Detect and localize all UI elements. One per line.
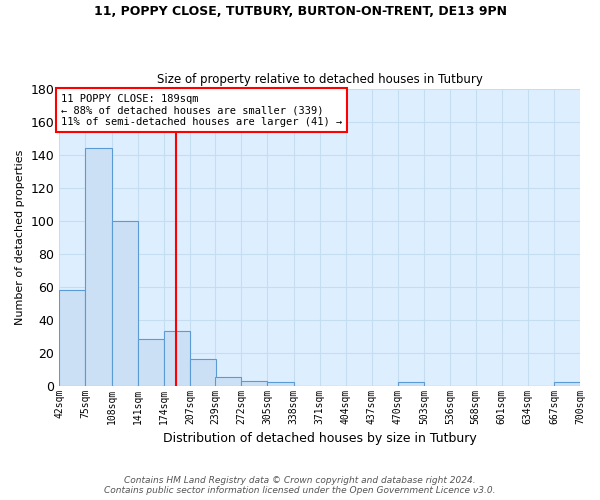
Bar bbox=[112, 220, 137, 386]
Bar bbox=[164, 331, 190, 386]
Text: Contains HM Land Registry data © Crown copyright and database right 2024.
Contai: Contains HM Land Registry data © Crown c… bbox=[104, 476, 496, 495]
Y-axis label: Number of detached properties: Number of detached properties bbox=[15, 150, 25, 325]
Bar bbox=[215, 378, 241, 386]
Bar bbox=[59, 290, 85, 386]
Bar bbox=[137, 340, 164, 386]
Title: Size of property relative to detached houses in Tutbury: Size of property relative to detached ho… bbox=[157, 73, 482, 86]
Bar bbox=[398, 382, 424, 386]
X-axis label: Distribution of detached houses by size in Tutbury: Distribution of detached houses by size … bbox=[163, 432, 476, 445]
Bar bbox=[554, 382, 580, 386]
Bar bbox=[241, 380, 268, 386]
Bar bbox=[268, 382, 293, 386]
Bar bbox=[85, 148, 112, 386]
Text: 11, POPPY CLOSE, TUTBURY, BURTON-ON-TRENT, DE13 9PN: 11, POPPY CLOSE, TUTBURY, BURTON-ON-TREN… bbox=[94, 5, 506, 18]
Text: 11 POPPY CLOSE: 189sqm
← 88% of detached houses are smaller (339)
11% of semi-de: 11 POPPY CLOSE: 189sqm ← 88% of detached… bbox=[61, 94, 342, 126]
Bar bbox=[190, 359, 216, 386]
